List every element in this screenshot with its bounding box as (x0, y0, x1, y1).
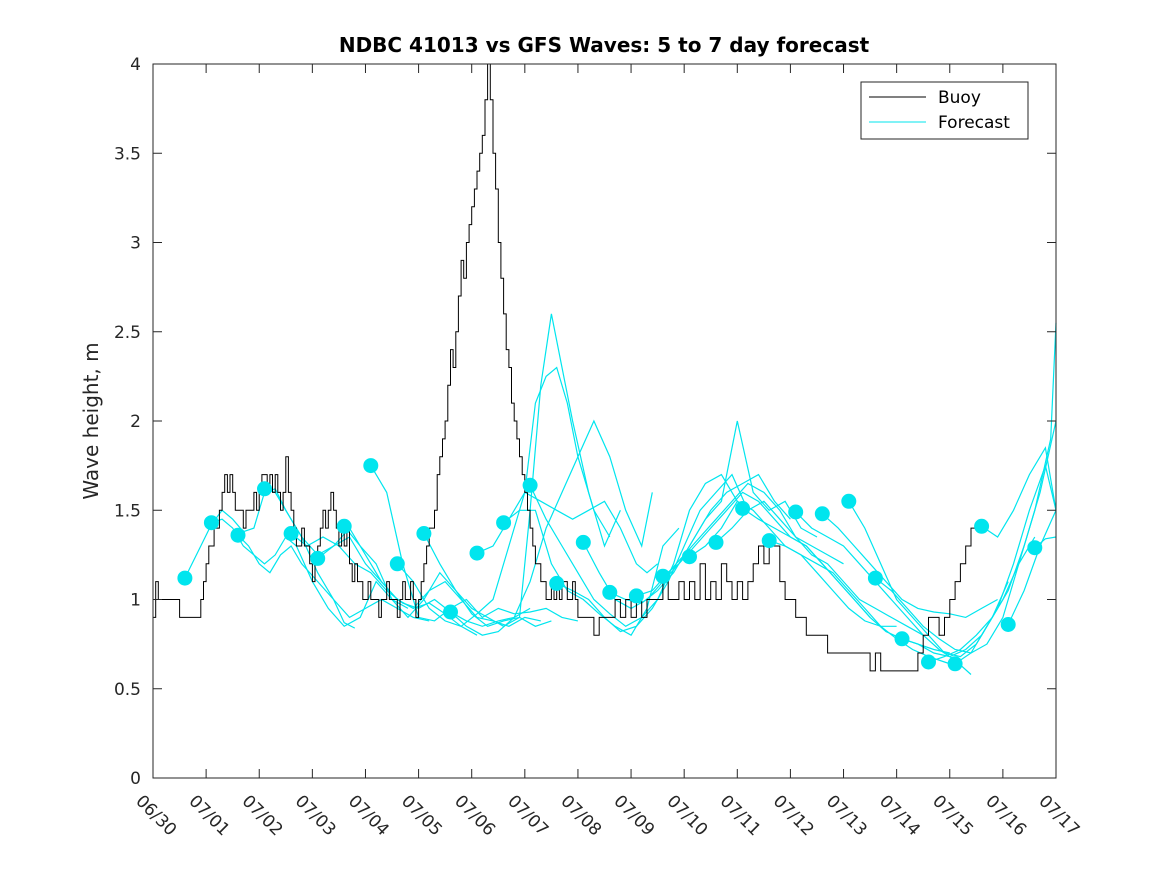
forecast-point (336, 518, 352, 534)
forecast-run-line (954, 322, 1057, 665)
forecast-run-line (742, 508, 950, 654)
buoy-line (153, 63, 977, 672)
forecast-point (203, 515, 219, 531)
forecast-run-line (715, 500, 924, 636)
forecast-point (974, 518, 990, 534)
x-tick-label: 07/08 (556, 791, 605, 840)
x-tick-label: 07/07 (503, 791, 552, 840)
forecast-point (257, 481, 272, 497)
forecast-point (230, 527, 246, 543)
y-axis-label: Wave height, m (79, 342, 103, 499)
forecast-run-line (821, 513, 998, 619)
legend: Buoy Forecast (860, 81, 1029, 140)
x-tick-label: 07/03 (291, 791, 340, 840)
x-tick-label: 07/12 (769, 791, 818, 840)
x-tick-label: 07/10 (663, 791, 712, 840)
forecast-point (628, 588, 644, 604)
forecast-point (496, 515, 512, 531)
legend-forecast-label: Forecast (938, 113, 1010, 133)
forecast-point (549, 575, 565, 591)
forecast-run-line (343, 525, 552, 627)
forecast-run-line (396, 366, 611, 627)
forecast-point (841, 493, 857, 509)
forecast-point (310, 550, 326, 566)
forecast-point (363, 458, 379, 474)
forecast-run-line (450, 419, 653, 636)
forecast-run-line (237, 534, 430, 622)
forecast-point (469, 545, 485, 561)
x-tick-label: 06/30 (131, 791, 180, 840)
x-tick-label: 07/13 (822, 791, 871, 840)
forecast-run-line (184, 488, 356, 629)
legend-buoy-label: Buoy (938, 88, 981, 108)
forecast-point (682, 549, 697, 565)
forecast-point (761, 533, 777, 549)
x-tick-label: 07/09 (610, 791, 659, 840)
forecast-point (283, 526, 299, 541)
x-tick-label: 07/06 (450, 791, 499, 840)
forecast-run-line (875, 536, 1036, 654)
chart-title: NDBC 41013 vs GFS Waves: 5 to 7 day fore… (339, 33, 870, 57)
plot-lines (153, 63, 1057, 675)
forecast-point (1000, 617, 1016, 632)
forecast-run-line (529, 473, 738, 628)
forecast-point (894, 631, 910, 647)
y-tick-label: 1 (130, 591, 141, 611)
forecast-point (947, 656, 963, 672)
y-tick-label: 4 (130, 55, 141, 75)
forecast-point (177, 570, 193, 586)
forecast-markers (177, 458, 1043, 672)
x-tick-label: 07/01 (185, 791, 234, 840)
forecast-run-line (290, 533, 531, 627)
forecast-run-line (1007, 510, 1057, 625)
forecast-point (522, 477, 538, 493)
y-axis: 0 0.5 1 1.5 2 2.5 3 3.5 4 (114, 55, 1056, 789)
x-tick-label: 07/11 (716, 791, 765, 840)
forecast-point (389, 556, 405, 572)
forecast-point (655, 568, 671, 584)
forecast-run-line (689, 500, 897, 627)
forecast-point (1027, 540, 1043, 556)
y-tick-label: 2.5 (114, 323, 141, 343)
forecast-run-line (981, 446, 1057, 538)
x-tick-label: 07/17 (1034, 791, 1083, 840)
y-tick-label: 2 (130, 412, 141, 432)
forecast-point (867, 570, 883, 586)
y-tick-label: 1.5 (114, 501, 141, 521)
legend-box (860, 81, 1029, 140)
forecast-run-line (370, 465, 579, 622)
forecast-point (416, 526, 432, 541)
forecast-point (575, 534, 591, 550)
forecast-run-line (503, 509, 680, 637)
forecast-point (735, 501, 751, 516)
y-tick-label: 0.5 (114, 680, 141, 700)
forecast-point (788, 504, 804, 520)
forecast-point (708, 534, 724, 550)
forecast-point (921, 654, 936, 670)
forecast-run-line (264, 488, 478, 636)
forecast-point (443, 604, 458, 620)
forecast-run-line (609, 420, 818, 604)
forecast-run-line (556, 473, 749, 633)
x-tick-label: 07/16 (981, 791, 1030, 840)
x-tick-label: 07/02 (238, 791, 287, 840)
plot-area-frame (152, 63, 1057, 779)
forecast-point (814, 506, 830, 522)
y-tick-label: 3.5 (114, 144, 141, 164)
forecast-point (602, 584, 618, 600)
x-tick-label: 07/14 (875, 791, 924, 840)
y-tick-label: 0 (130, 769, 141, 789)
x-tick-label: 07/05 (397, 791, 446, 840)
forecast-run-line (795, 511, 972, 675)
x-tick-label: 07/04 (344, 791, 393, 840)
y-tick-label: 3 (130, 234, 141, 254)
x-tick-label: 07/15 (928, 791, 977, 840)
